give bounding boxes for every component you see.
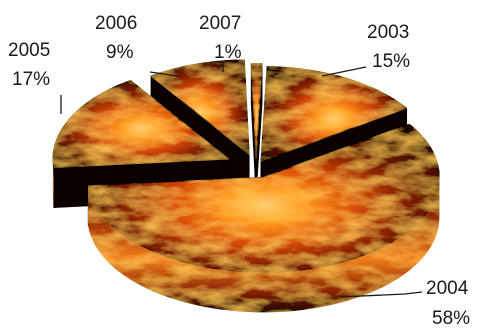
pie-slice-2006 (150, 59, 250, 156)
slice-label-2007: 2007 1% (199, 13, 242, 63)
slice-label-year: 2004 (426, 278, 469, 299)
pie-slice-2003 (260, 65, 408, 162)
slice-label-2003: 2003 15% (367, 22, 410, 72)
slice-label-2004: 2004 58% (426, 278, 470, 329)
pie-slice-tops (52, 59, 440, 273)
leader-line-2004 (339, 291, 423, 298)
pie-slice-2007 (250, 63, 263, 159)
slice-label-year: 2005 (8, 40, 50, 61)
slice-label-percent: 1% (214, 42, 242, 63)
pie-slice-2004 (87, 123, 440, 273)
slice-label-percent: 58% (432, 308, 470, 329)
slice-label-year: 2003 (367, 22, 409, 43)
slice-label-2006: 2006 9% (95, 13, 137, 63)
slice-label-2005: 2005 17% (8, 40, 50, 90)
slice-side-2005 (52, 159, 54, 208)
leader-line-2003 (321, 66, 367, 77)
slice-side-2004 (88, 177, 440, 313)
slice-label-percent: 17% (12, 69, 50, 90)
slice-label-percent: 9% (106, 42, 134, 63)
slice-label-percent: 15% (372, 51, 410, 72)
slice-label-year: 2006 (95, 13, 137, 34)
slice-label-year: 2007 (199, 13, 241, 34)
leader-line-2006 (149, 71, 179, 77)
pie-slice-2005 (52, 79, 230, 169)
